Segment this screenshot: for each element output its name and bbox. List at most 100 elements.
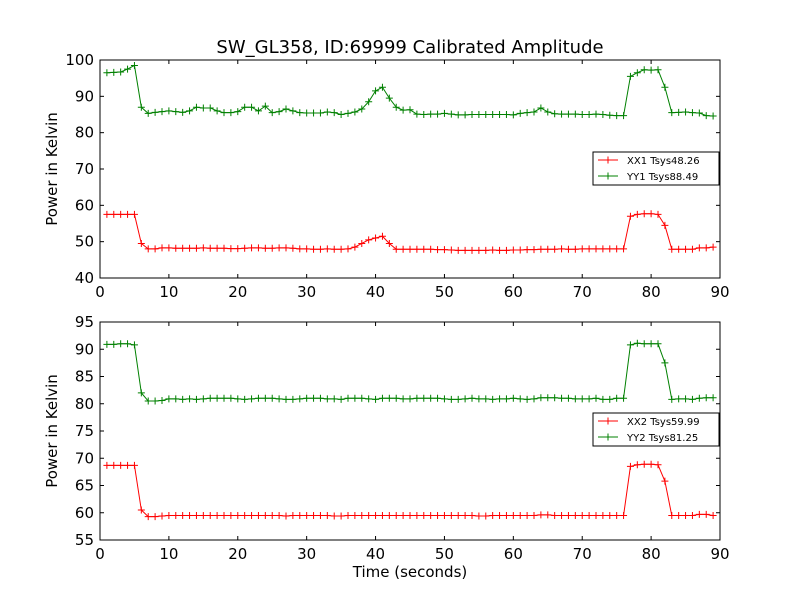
data-point bbox=[654, 66, 662, 74]
data-point bbox=[489, 395, 497, 403]
data-point bbox=[261, 244, 269, 252]
data-point bbox=[254, 511, 262, 519]
data-point bbox=[234, 395, 242, 403]
data-point bbox=[316, 245, 324, 253]
data-point bbox=[702, 112, 710, 120]
data-point bbox=[523, 511, 531, 519]
data-point bbox=[254, 394, 262, 402]
data-point bbox=[688, 511, 696, 519]
data-point bbox=[282, 244, 290, 252]
data-point bbox=[482, 246, 490, 254]
data-point bbox=[179, 244, 187, 252]
data-point bbox=[454, 395, 462, 403]
data-point bbox=[358, 511, 366, 519]
x-tick-label: 60 bbox=[504, 545, 523, 563]
data-point bbox=[516, 395, 524, 403]
y-axis-label: Power in Kelvin bbox=[43, 112, 61, 226]
data-point bbox=[206, 394, 214, 402]
data-point bbox=[413, 245, 421, 253]
data-point bbox=[186, 244, 194, 252]
data-point bbox=[385, 394, 393, 402]
data-point bbox=[351, 108, 359, 116]
data-point bbox=[248, 511, 256, 519]
data-point bbox=[406, 245, 414, 253]
chart-title: SW_GL358, ID:69999 Calibrated Amplitude bbox=[216, 37, 603, 58]
data-point bbox=[558, 110, 566, 118]
data-point bbox=[248, 103, 256, 111]
data-point bbox=[668, 395, 676, 403]
data-point bbox=[434, 110, 442, 118]
data-point bbox=[647, 460, 655, 468]
data-point bbox=[454, 511, 462, 519]
data-point bbox=[599, 395, 607, 403]
data-point bbox=[654, 210, 662, 218]
data-point bbox=[468, 246, 476, 254]
legend-box bbox=[592, 151, 720, 186]
data-point bbox=[392, 245, 400, 253]
data-point bbox=[385, 94, 393, 102]
data-point bbox=[192, 244, 200, 252]
data-point bbox=[296, 511, 304, 519]
data-point bbox=[688, 109, 696, 117]
data-point bbox=[613, 112, 621, 120]
data-point bbox=[399, 245, 407, 253]
data-point bbox=[117, 68, 125, 76]
data-point bbox=[330, 109, 338, 117]
data-point bbox=[103, 340, 111, 348]
x-axis-label: Time (seconds) bbox=[352, 563, 468, 581]
data-point bbox=[303, 245, 311, 253]
legend: XX2 Tsys59.99 YY2 Tsys81.25 bbox=[592, 412, 720, 447]
data-point bbox=[668, 245, 676, 253]
data-point bbox=[130, 341, 138, 349]
x-tick-label: 70 bbox=[573, 545, 592, 563]
data-point bbox=[489, 246, 497, 254]
legend-label: YY1 Tsys88.49 bbox=[626, 172, 698, 183]
data-point bbox=[633, 69, 641, 77]
data-point bbox=[165, 107, 173, 115]
data-point bbox=[406, 395, 414, 403]
data-point bbox=[124, 461, 132, 469]
data-point bbox=[344, 511, 352, 519]
y-tick-label: 40 bbox=[75, 269, 94, 287]
data-point bbox=[695, 394, 703, 402]
data-point bbox=[227, 511, 235, 519]
data-point bbox=[289, 511, 297, 519]
data-point bbox=[351, 394, 359, 402]
data-point bbox=[434, 394, 442, 402]
x-tick-label: 0 bbox=[95, 545, 105, 563]
data-point bbox=[213, 394, 221, 402]
data-point bbox=[427, 245, 435, 253]
legend-box bbox=[592, 412, 720, 447]
x-tick-label: 80 bbox=[642, 545, 661, 563]
data-point bbox=[668, 109, 676, 117]
x-tick-label: 60 bbox=[504, 283, 523, 301]
data-point bbox=[675, 395, 683, 403]
data-point bbox=[268, 394, 276, 402]
data-point bbox=[440, 109, 448, 117]
data-point bbox=[523, 246, 531, 254]
data-point bbox=[330, 245, 338, 253]
legend-label: YY2 Tsys81.25 bbox=[626, 433, 698, 444]
series-yy-1 bbox=[103, 61, 717, 120]
data-point bbox=[489, 511, 497, 519]
data-point bbox=[151, 108, 159, 116]
data-point bbox=[544, 108, 552, 116]
data-point bbox=[626, 341, 634, 349]
data-point bbox=[599, 245, 607, 253]
legend-entry: XX1 Tsys48.26 bbox=[598, 156, 700, 167]
data-point bbox=[186, 511, 194, 519]
legend-marker bbox=[604, 433, 612, 441]
top-subplot: 0 10 20 30 40 50 60 70 80 90 40 50 60 70 80 90 100 Power … bbox=[43, 51, 730, 301]
data-point bbox=[702, 244, 710, 252]
data-point bbox=[564, 245, 572, 253]
data-point bbox=[564, 511, 572, 519]
data-point bbox=[695, 244, 703, 252]
data-point bbox=[372, 234, 380, 242]
data-point bbox=[103, 69, 111, 77]
data-point bbox=[620, 511, 628, 519]
x-tick-label: 10 bbox=[159, 283, 178, 301]
data-point bbox=[316, 394, 324, 402]
data-point bbox=[275, 511, 283, 519]
data-point bbox=[626, 72, 634, 80]
data-point bbox=[241, 244, 249, 252]
